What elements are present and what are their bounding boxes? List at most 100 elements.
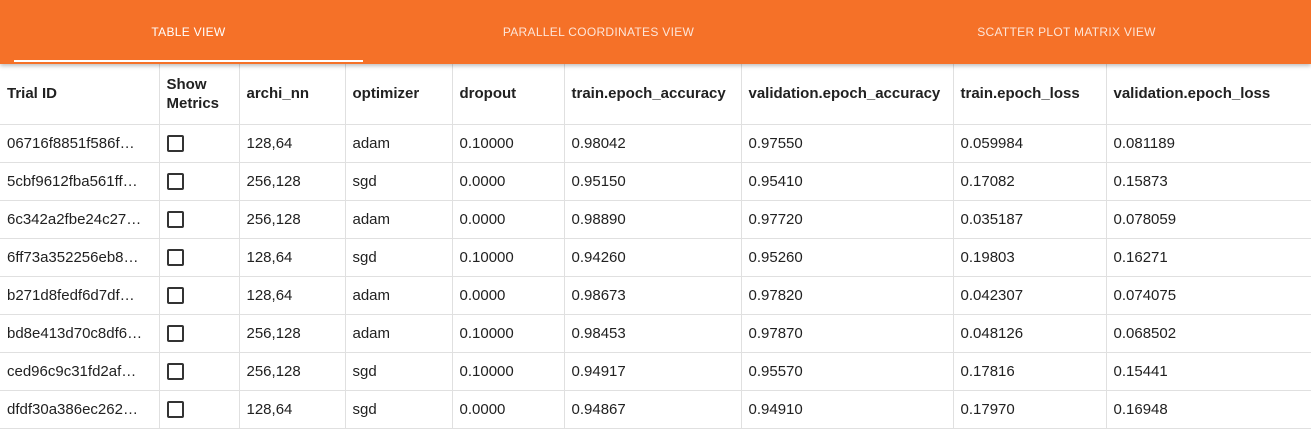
archi-nn-cell: 256,128 xyxy=(239,162,346,201)
dropout-cell: 0.10000 xyxy=(452,238,565,277)
trials-table: Trial ID Show Metrics archi_nn optimizer… xyxy=(0,64,1311,429)
table-row: ced96c9c31fd2af… 256,128 sgd 0.10000 0.94917… xyxy=(0,352,1311,391)
train-epoch-accuracy-cell: 0.98890 xyxy=(564,200,742,239)
validation-epoch-accuracy-cell: 0.95410 xyxy=(741,162,954,201)
table-row: 6c342a2fbe24c27… 256,128 adam 0.0000 0.98890… xyxy=(0,200,1311,239)
table-row: 06716f8851f586f… 128,64 adam 0.10000 0.98042… xyxy=(0,124,1311,163)
show-metrics-checkbox[interactable] xyxy=(166,362,184,380)
header-show-metrics: Show Metrics xyxy=(159,64,240,125)
active-tab-indicator xyxy=(14,60,363,62)
archi-nn-cell: 128,64 xyxy=(239,124,346,163)
trial-id-cell[interactable]: 5cbf9612fba561ff… xyxy=(0,162,160,201)
show-metrics-checkbox[interactable] xyxy=(166,286,184,304)
optimizer-cell: sgd xyxy=(345,162,453,201)
validation-epoch-accuracy-cell: 0.95260 xyxy=(741,238,954,277)
train-epoch-loss-cell: 0.17816 xyxy=(953,352,1107,391)
validation-epoch-accuracy-cell: 0.97550 xyxy=(741,124,954,163)
header-dropout[interactable]: dropout xyxy=(452,64,565,125)
header-trial-id[interactable]: Trial ID xyxy=(0,64,160,125)
show-metrics-cell xyxy=(159,390,240,429)
validation-epoch-loss-cell: 0.15873 xyxy=(1106,162,1311,201)
train-epoch-loss-cell: 0.042307 xyxy=(953,276,1107,315)
table-row: bd8e413d70c8df6… 256,128 adam 0.10000 0.9845… xyxy=(0,314,1311,353)
show-metrics-cell xyxy=(159,124,240,163)
validation-epoch-loss-cell: 0.078059 xyxy=(1106,200,1311,239)
train-epoch-loss-cell: 0.048126 xyxy=(953,314,1107,353)
tab-scatter-plot-matrix-view[interactable]: SCATTER PLOT MATRIX VIEW xyxy=(977,25,1156,39)
show-metrics-checkbox[interactable] xyxy=(166,400,184,418)
trials-table-container: Trial ID Show Metrics archi_nn optimizer… xyxy=(0,64,1311,447)
table-row: dfdf30a386ec262… 128,64 sgd 0.0000 0.94867 0.… xyxy=(0,390,1311,429)
table-row: 5cbf9612fba561ff… 256,128 sgd 0.0000 0.95150… xyxy=(0,162,1311,201)
archi-nn-cell: 256,128 xyxy=(239,200,346,239)
trial-id-cell[interactable]: ced96c9c31fd2af… xyxy=(0,352,160,391)
header-train-epoch-accuracy[interactable]: train.epoch_accuracy xyxy=(564,64,742,125)
train-epoch-loss-cell: 0.059984 xyxy=(953,124,1107,163)
optimizer-cell: adam xyxy=(345,314,453,353)
header-train-epoch-loss[interactable]: train.epoch_loss xyxy=(953,64,1107,125)
show-metrics-cell xyxy=(159,314,240,353)
train-epoch-accuracy-cell: 0.94867 xyxy=(564,390,742,429)
train-epoch-loss-cell: 0.19803 xyxy=(953,238,1107,277)
validation-epoch-accuracy-cell: 0.97870 xyxy=(741,314,954,353)
validation-epoch-loss-cell: 0.081189 xyxy=(1106,124,1311,163)
dropout-cell: 0.0000 xyxy=(452,200,565,239)
dropout-cell: 0.10000 xyxy=(452,124,565,163)
train-epoch-loss-cell: 0.17082 xyxy=(953,162,1107,201)
validation-epoch-loss-cell: 0.074075 xyxy=(1106,276,1311,315)
tab-bar: TABLE VIEW PARALLEL COORDINATES VIEW SCA… xyxy=(0,0,1311,64)
train-epoch-accuracy-cell: 0.98453 xyxy=(564,314,742,353)
show-metrics-cell xyxy=(159,238,240,277)
dropout-cell: 0.0000 xyxy=(452,276,565,315)
header-show-metrics-line1: Show xyxy=(166,75,207,93)
optimizer-cell: adam xyxy=(345,200,453,239)
show-metrics-cell xyxy=(159,162,240,201)
trial-id-cell[interactable]: dfdf30a386ec262… xyxy=(0,390,160,429)
trial-id-cell[interactable]: 6ff73a352256eb8… xyxy=(0,238,160,277)
train-epoch-accuracy-cell: 0.98673 xyxy=(564,276,742,315)
table-row: 6ff73a352256eb8… 128,64 sgd 0.10000 0.94260 0… xyxy=(0,238,1311,277)
dropout-cell: 0.10000 xyxy=(452,352,565,391)
show-metrics-checkbox[interactable] xyxy=(166,134,184,152)
header-validation-epoch-accuracy[interactable]: validation.epoch_accuracy xyxy=(741,64,954,125)
header-show-metrics-line2: Metrics xyxy=(166,94,220,112)
optimizer-cell: sgd xyxy=(345,390,453,429)
tab-table-view[interactable]: TABLE VIEW xyxy=(151,25,226,39)
show-metrics-checkbox[interactable] xyxy=(166,324,184,342)
table-row: b271d8fedf6d7df… 128,64 adam 0.0000 0.98673 0… xyxy=(0,276,1311,315)
validation-epoch-accuracy-cell: 0.97720 xyxy=(741,200,954,239)
dropout-cell: 0.0000 xyxy=(452,162,565,201)
validation-epoch-accuracy-cell: 0.97820 xyxy=(741,276,954,315)
header-optimizer[interactable]: optimizer xyxy=(345,64,453,125)
show-metrics-checkbox[interactable] xyxy=(166,248,184,266)
trial-id-cell[interactable]: bd8e413d70c8df6… xyxy=(0,314,160,353)
trial-id-cell[interactable]: 06716f8851f586f… xyxy=(0,124,160,163)
show-metrics-checkbox[interactable] xyxy=(166,210,184,228)
trial-id-cell[interactable]: 6c342a2fbe24c27… xyxy=(0,200,160,239)
archi-nn-cell: 128,64 xyxy=(239,238,346,277)
train-epoch-accuracy-cell: 0.94917 xyxy=(564,352,742,391)
archi-nn-cell: 128,64 xyxy=(239,276,346,315)
optimizer-cell: adam xyxy=(345,276,453,315)
validation-epoch-accuracy-cell: 0.95570 xyxy=(741,352,954,391)
show-metrics-cell xyxy=(159,352,240,391)
show-metrics-cell xyxy=(159,200,240,239)
tab-parallel-coordinates-view[interactable]: PARALLEL COORDINATES VIEW xyxy=(502,25,695,39)
validation-epoch-loss-cell: 0.15441 xyxy=(1106,352,1311,391)
header-archi-nn[interactable]: archi_nn xyxy=(239,64,346,125)
archi-nn-cell: 256,128 xyxy=(239,314,346,353)
table-header-row: Trial ID Show Metrics archi_nn optimizer… xyxy=(0,64,1311,125)
validation-epoch-accuracy-cell: 0.94910 xyxy=(741,390,954,429)
archi-nn-cell: 128,64 xyxy=(239,390,346,429)
train-epoch-accuracy-cell: 0.95150 xyxy=(564,162,742,201)
show-metrics-cell xyxy=(159,276,240,315)
train-epoch-loss-cell: 0.035187 xyxy=(953,200,1107,239)
header-validation-epoch-loss[interactable]: validation.epoch_loss xyxy=(1106,64,1311,125)
optimizer-cell: adam xyxy=(345,124,453,163)
validation-epoch-loss-cell: 0.16271 xyxy=(1106,238,1311,277)
train-epoch-loss-cell: 0.17970 xyxy=(953,390,1107,429)
archi-nn-cell: 256,128 xyxy=(239,352,346,391)
trial-id-cell[interactable]: b271d8fedf6d7df… xyxy=(0,276,160,315)
optimizer-cell: sgd xyxy=(345,352,453,391)
show-metrics-checkbox[interactable] xyxy=(166,172,184,190)
